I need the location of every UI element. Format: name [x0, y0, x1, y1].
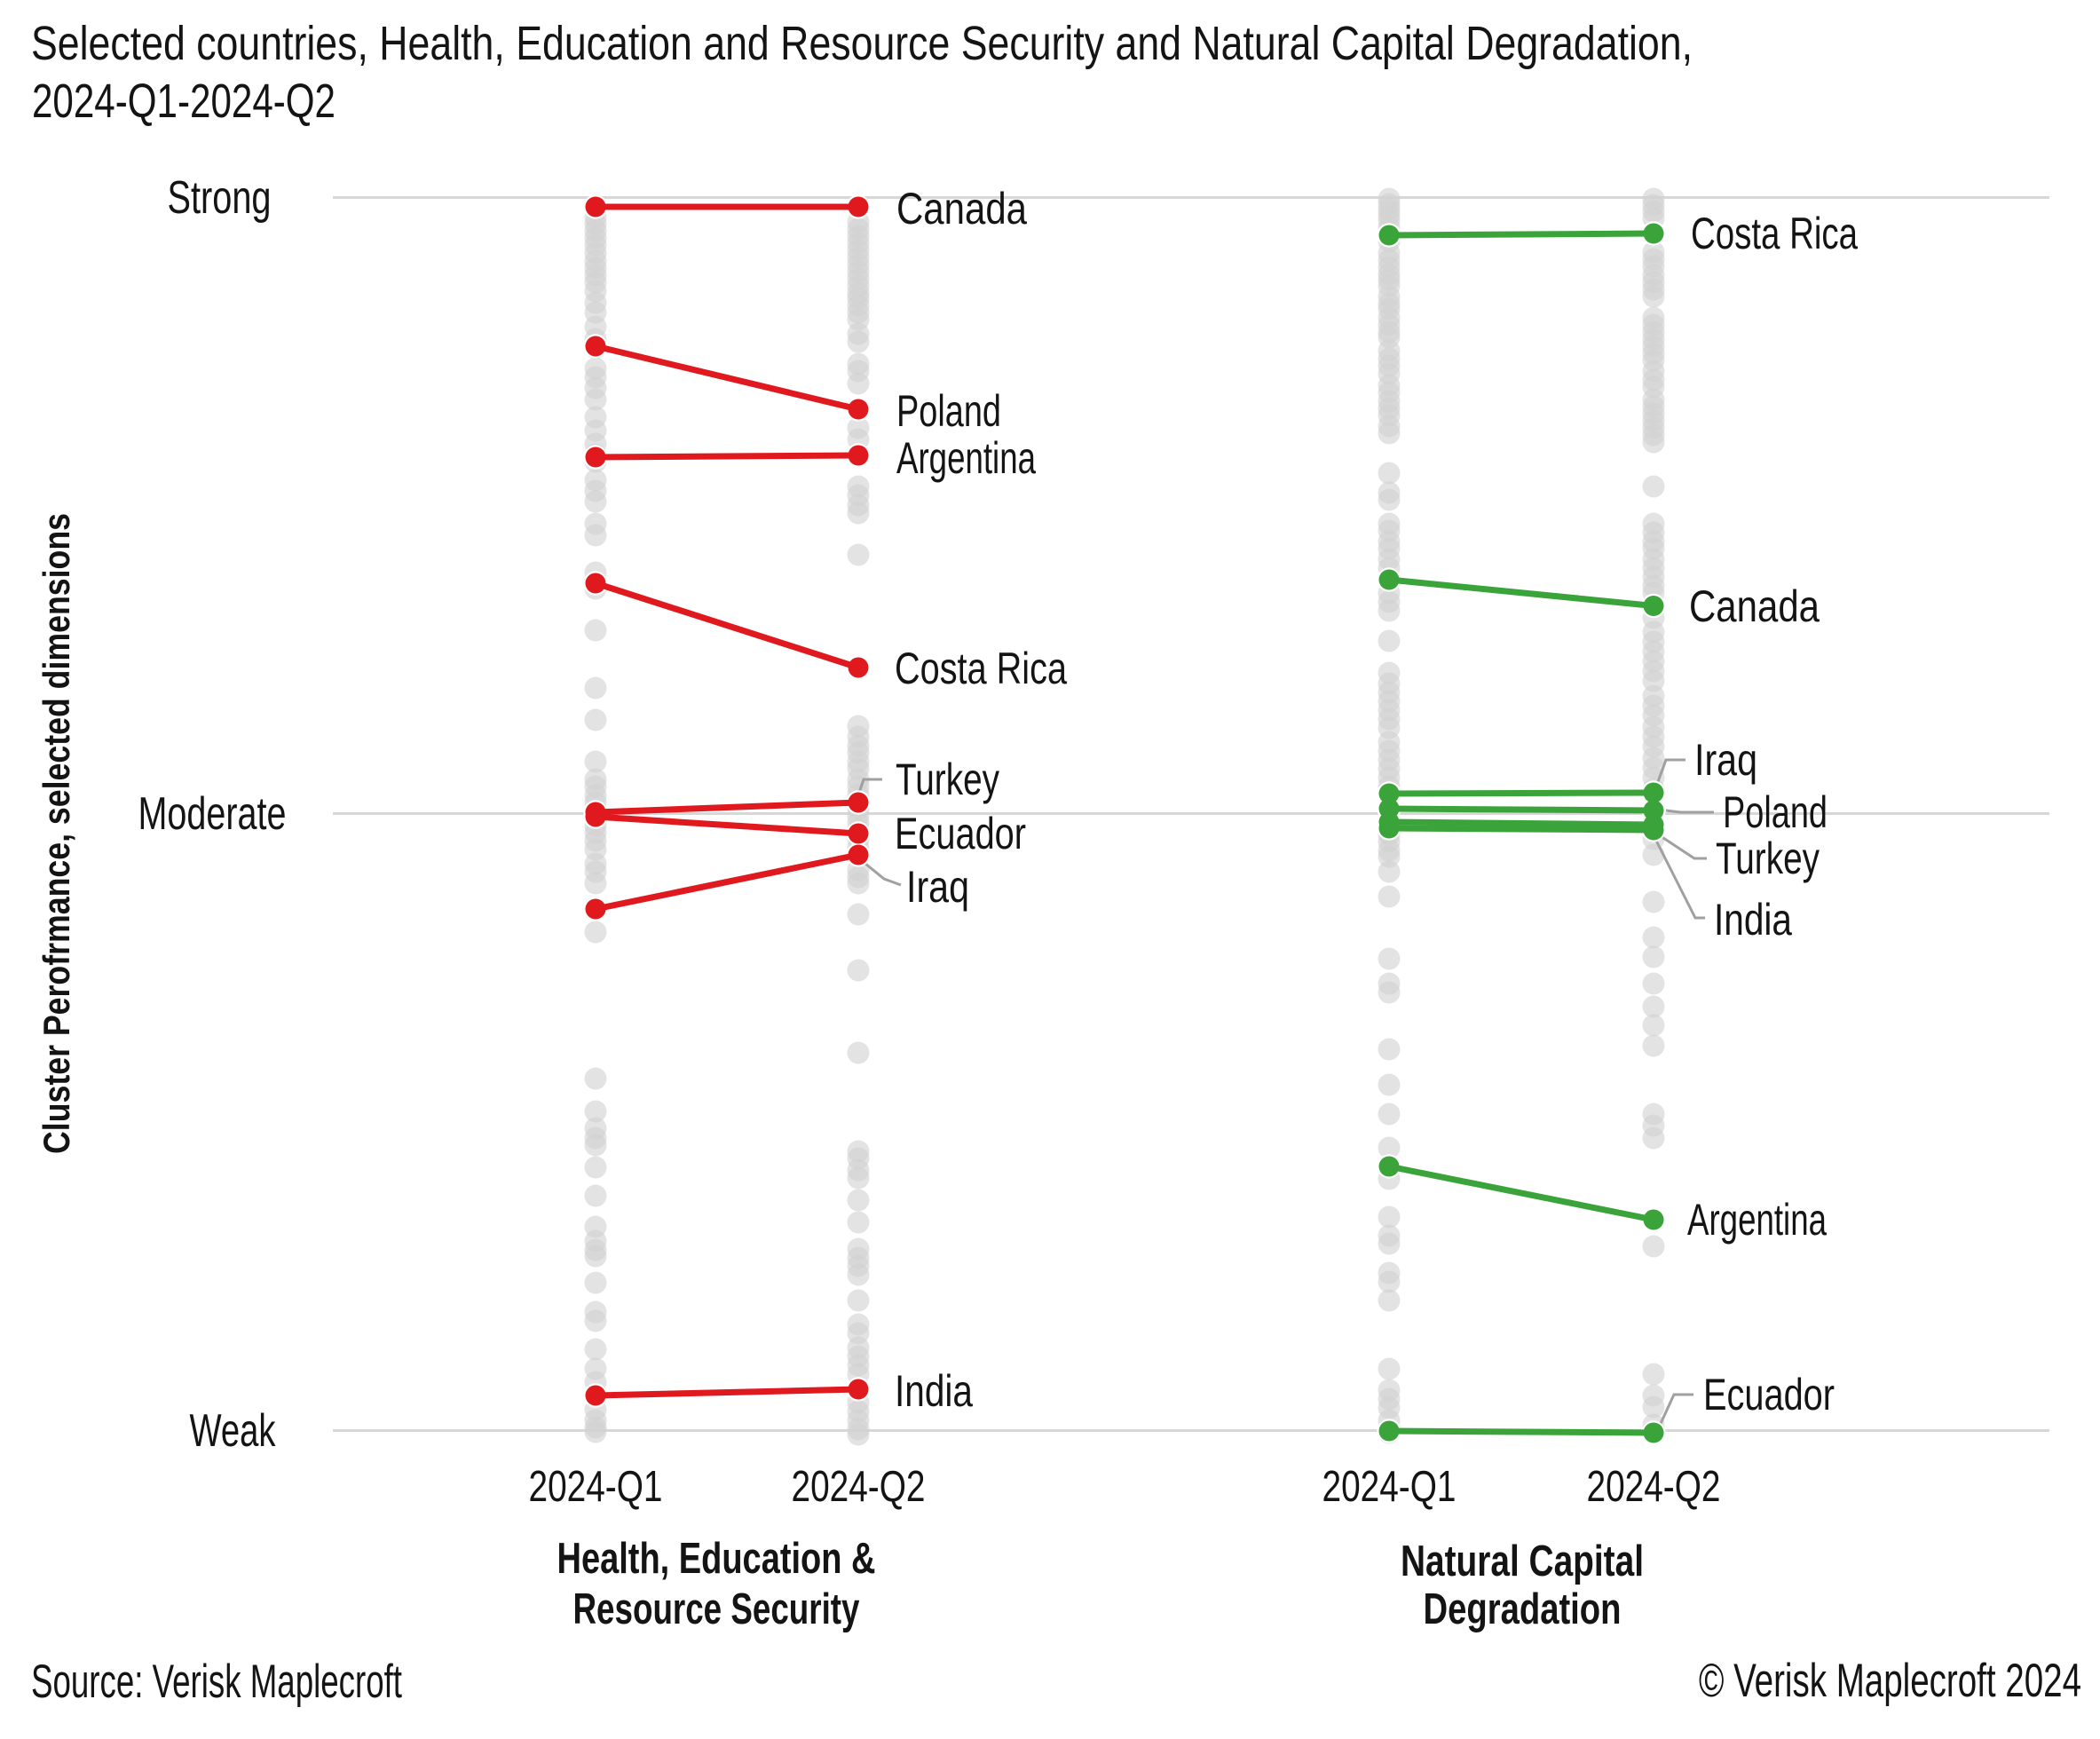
svg-text:Canada: Canada: [896, 184, 1027, 233]
svg-text:Turkey: Turkey: [1716, 834, 1820, 883]
svg-text:India: India: [895, 1366, 973, 1416]
svg-text:Poland: Poland: [1723, 787, 1828, 837]
svg-text:© Verisk Maplecroft 2024: © Verisk Maplecroft 2024: [1699, 1655, 2081, 1707]
svg-text:Iraq: Iraq: [1694, 735, 1757, 785]
svg-text:Argentina: Argentina: [1687, 1195, 1827, 1245]
svg-text:Selected countries, Health, Ed: Selected countries, Health, Education an…: [31, 17, 1693, 70]
svg-text:India: India: [1714, 895, 1792, 945]
svg-text:Ecuador: Ecuador: [895, 809, 1026, 858]
svg-text:Cluster Perofrmance, selected: Cluster Perofrmance, selected dimensions: [36, 513, 77, 1154]
svg-text:2024-Q2: 2024-Q2: [792, 1463, 926, 1511]
svg-text:Argentina: Argentina: [896, 433, 1036, 483]
svg-text:Turkey: Turkey: [896, 755, 999, 804]
svg-text:Moderate: Moderate: [138, 788, 287, 840]
svg-text:Natural Capital: Natural Capital: [1401, 1537, 1644, 1585]
svg-text:Costa Rica: Costa Rica: [895, 644, 1067, 693]
svg-text:Canada: Canada: [1689, 581, 1820, 631]
svg-text:2024-Q1: 2024-Q1: [529, 1463, 663, 1511]
svg-text:Weak: Weak: [190, 1405, 277, 1457]
svg-text:Poland: Poland: [896, 386, 1001, 436]
svg-text:Resource Security: Resource Security: [573, 1585, 860, 1633]
svg-text:2024-Q1-2024-Q2: 2024-Q1-2024-Q2: [32, 75, 336, 128]
svg-text:Source: Verisk Maplecroft: Source: Verisk Maplecroft: [31, 1656, 402, 1708]
svg-text:Strong: Strong: [168, 172, 272, 224]
svg-text:2024-Q1: 2024-Q1: [1322, 1463, 1457, 1511]
svg-text:Ecuador: Ecuador: [1703, 1370, 1835, 1419]
svg-text:2024-Q2: 2024-Q2: [1587, 1463, 1721, 1511]
svg-text:Iraq: Iraq: [906, 862, 969, 912]
svg-text:Health, Education &: Health, Education &: [557, 1535, 876, 1583]
svg-text:Degradation: Degradation: [1424, 1585, 1622, 1633]
svg-text:Costa Rica: Costa Rica: [1691, 209, 1858, 258]
